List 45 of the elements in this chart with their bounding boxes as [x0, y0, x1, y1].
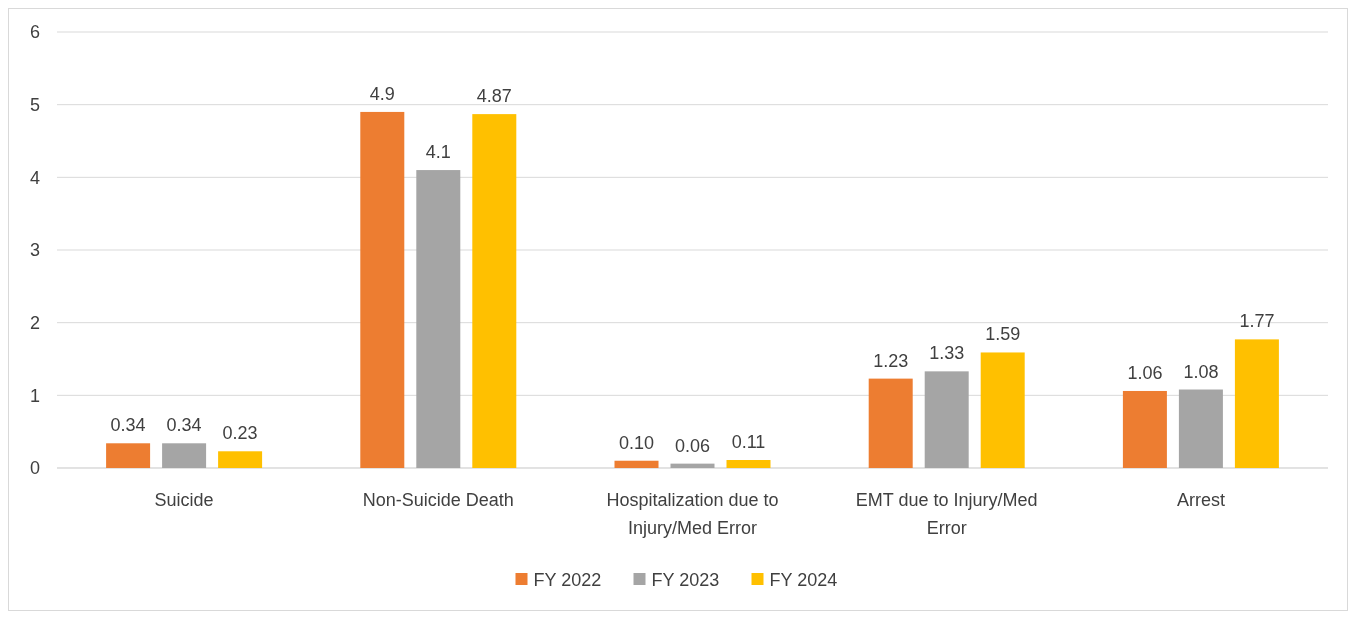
- x-tick-label: Arrest: [1176, 490, 1225, 510]
- x-tick-label: Suicide: [154, 490, 214, 510]
- bar: [472, 114, 517, 468]
- bar: [980, 352, 1025, 468]
- y-tick-label: 4: [29, 167, 40, 188]
- data-label: 1.23: [873, 350, 909, 371]
- y-tick-label: 3: [29, 240, 40, 261]
- bar: [670, 463, 715, 468]
- data-label: 0.34: [110, 415, 146, 436]
- bar: [726, 460, 771, 468]
- data-label: 4.9: [369, 83, 395, 104]
- data-label: 4.1: [425, 142, 451, 163]
- data-label: 1.06: [1127, 362, 1163, 383]
- data-label: 0.34: [166, 415, 202, 436]
- bar: [924, 371, 969, 468]
- y-tick-label: 1: [29, 385, 40, 406]
- bar: [360, 111, 405, 468]
- x-tick-label: Non-Suicide Death: [362, 490, 514, 510]
- data-label: 0.10: [618, 432, 655, 453]
- legend-label: FY 2023: [651, 570, 720, 591]
- bar: [106, 443, 151, 468]
- bar: [218, 451, 263, 468]
- y-tick-label: 5: [29, 94, 40, 115]
- data-label: 0.23: [222, 423, 258, 444]
- bar: [614, 460, 659, 468]
- data-label: 4.87: [476, 86, 512, 107]
- data-label: 1.08: [1183, 361, 1219, 382]
- data-label: 1.33: [929, 343, 965, 364]
- bar: [868, 378, 913, 468]
- data-label: 1.77: [1239, 311, 1275, 332]
- bar: [416, 170, 461, 468]
- legend-label: FY 2024: [769, 570, 838, 591]
- bar: [1122, 390, 1167, 468]
- y-tick-label: 0: [29, 458, 40, 479]
- bar: [1178, 389, 1223, 468]
- y-tick-label: 6: [29, 22, 40, 43]
- x-tick-label: EMT due to Injury/Med Error: [855, 490, 1038, 538]
- x-tick-label: Hospitalization due to Injury/Med Error: [606, 490, 779, 538]
- legend-label: FY 2022: [533, 570, 602, 591]
- y-tick-label: 2: [29, 312, 40, 333]
- data-label: 0.11: [731, 432, 766, 453]
- data-label: 0.06: [674, 435, 711, 456]
- data-label: 1.59: [985, 324, 1021, 345]
- bar: [162, 443, 207, 468]
- bar: [1234, 339, 1279, 468]
